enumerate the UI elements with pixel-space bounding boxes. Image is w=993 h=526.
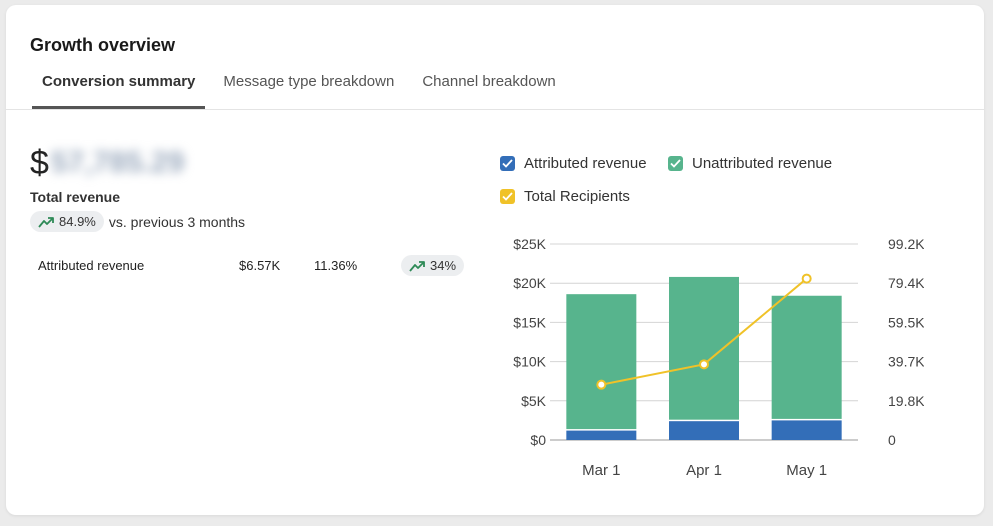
bar-unattributed xyxy=(566,294,637,430)
change-badge: 84.9% xyxy=(30,211,104,232)
y-right-tick-label: 79.4K xyxy=(888,275,924,291)
bar-attributed xyxy=(669,421,739,440)
row-label: Attributed revenue xyxy=(38,258,145,273)
y-left-tick-label: $15K xyxy=(513,314,546,330)
revenue-chart: $0 0 $5K 19.8K $10K 39.7K $15K 59.5K $20K 79.4K $2… xyxy=(513,236,924,479)
y-right-tick-label: 59.5K xyxy=(888,314,924,330)
legend-label: Total Recipients xyxy=(524,188,630,205)
bar-attributed xyxy=(566,430,637,440)
recipients-point xyxy=(596,379,607,390)
total-revenue-label: Total revenue xyxy=(30,189,120,205)
total-revenue-amount: 57,785.29 xyxy=(50,146,185,179)
x-tick-label: Mar 1 xyxy=(582,462,620,479)
change-percent: 84.9% xyxy=(59,214,96,229)
change-caption: vs. previous 3 months xyxy=(108,213,246,230)
row-share: 11.36% xyxy=(314,258,358,273)
currency-symbol: $ xyxy=(30,144,49,182)
y-right-tick-label: 39.7K xyxy=(888,354,924,370)
bar-attributed xyxy=(771,420,842,440)
recipients-point xyxy=(801,273,812,284)
tab-divider xyxy=(6,109,984,110)
legend-label: Unattributed revenue xyxy=(692,155,833,172)
y-left-tick-label: $10K xyxy=(513,354,546,370)
checkbox-checked-icon[interactable] xyxy=(500,189,515,204)
tab-message-type-breakdown[interactable]: Message type breakdown xyxy=(223,73,395,90)
growth-overview-card: Growth overview Conversion summary Messa… xyxy=(6,5,984,515)
row-value: $6.57K xyxy=(239,258,281,273)
row-change-badge: 34% xyxy=(401,255,465,276)
y-right-tick-label: 19.8K xyxy=(888,393,924,409)
bar-unattributed xyxy=(669,276,739,420)
tab-conversion-summary[interactable]: Conversion summary xyxy=(32,69,206,109)
tab-channel-breakdown[interactable]: Channel breakdown xyxy=(422,73,556,90)
legend-item-recipients[interactable]: Total Recipients xyxy=(500,188,630,205)
legend-item-attributed[interactable]: Attributed revenue xyxy=(500,155,647,172)
legend-label: Attributed revenue xyxy=(524,155,647,172)
revenue-change-row: 84.9% vs. previous 3 months xyxy=(30,211,245,232)
y-left-tick-label: $0 xyxy=(530,432,546,448)
y-right-tick-label: 99.2K xyxy=(888,236,924,252)
card-title: Growth overview xyxy=(30,35,176,55)
checkbox-checked-icon[interactable] xyxy=(668,156,683,171)
bar-unattributed xyxy=(771,295,842,419)
recipients-point xyxy=(699,359,709,370)
x-tick-label: May 1 xyxy=(786,462,827,479)
total-revenue-value: $ 57,785.29 xyxy=(30,143,184,183)
tab-bar: Conversion summary Message type breakdow… xyxy=(32,69,574,109)
y-left-tick-label: $5K xyxy=(521,393,547,409)
table-row: Attributed revenue $6.57K 11.36% 34% xyxy=(38,255,478,281)
trend-up-icon xyxy=(409,260,425,272)
row-change-percent: 34% xyxy=(430,258,457,273)
y-left-tick-label: $20K xyxy=(513,275,546,291)
checkbox-checked-icon[interactable] xyxy=(500,156,515,171)
y-left-tick-label: $25K xyxy=(513,236,546,252)
x-tick-label: Apr 1 xyxy=(686,462,722,479)
legend-item-unattributed[interactable]: Unattributed revenue xyxy=(668,155,832,172)
y-right-tick-label: 0 xyxy=(888,432,896,448)
trend-up-icon xyxy=(38,216,54,228)
